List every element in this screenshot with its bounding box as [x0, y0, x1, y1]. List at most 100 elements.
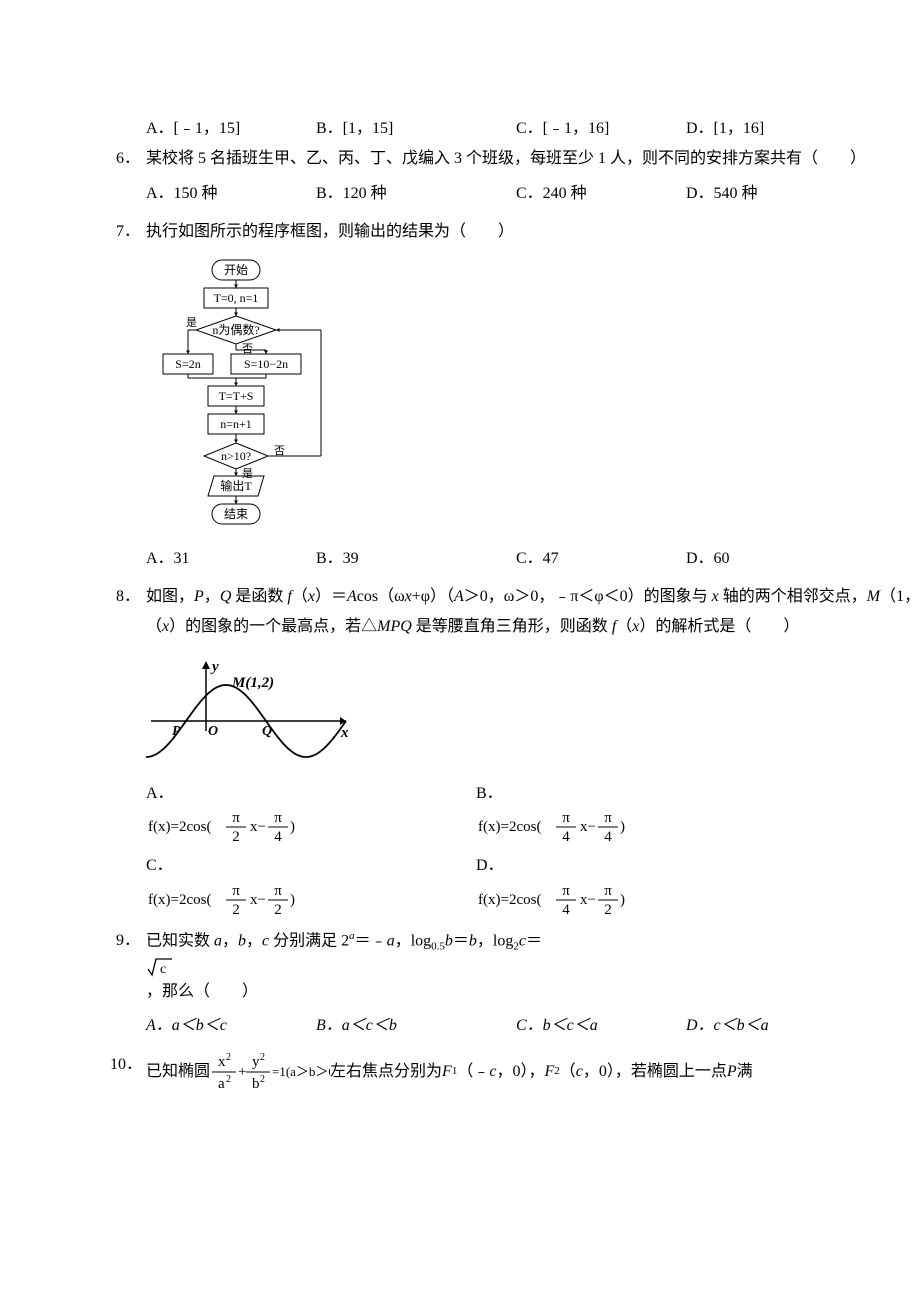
svg-text:2: 2 [226, 1052, 231, 1063]
svg-text:π: π [232, 810, 240, 826]
svg-text:P: P [172, 724, 181, 739]
svg-text:4: 4 [604, 829, 612, 845]
q9-choice-d: D．c＜b＜a [686, 1011, 846, 1041]
svg-text:输出T: 输出T [220, 478, 252, 493]
q8-pl: +φ）（ [412, 588, 454, 605]
svg-text:T=T+S: T=T+S [219, 389, 254, 403]
svg-text:开始: 开始 [224, 263, 248, 277]
q7-text: 执行如图所示的程序框图，则输出的结果为（ ） [146, 217, 920, 247]
q7: 7． 执行如图所示的程序框图，则输出的结果为（ ） 开始T=0, n=1n为偶数… [110, 217, 920, 574]
svg-text:4: 4 [562, 902, 570, 918]
svg-text:M(1,2): M(1,2) [231, 675, 274, 691]
svg-text:结束: 结束 [224, 507, 248, 521]
q10-t4: ，0）， [496, 1057, 544, 1087]
q10-p: P [727, 1057, 737, 1087]
svg-text:n=n+1: n=n+1 [220, 417, 252, 431]
q8-t11: （ [616, 618, 632, 635]
q8-number: 8． [110, 582, 146, 612]
q9-t6: ，log [395, 932, 431, 949]
q8-t1: 如图， [146, 588, 194, 605]
q8-a: A [347, 588, 357, 605]
q8-t10: 是等腰直角三角形，则函数 [412, 618, 612, 635]
q9-eq: ＝ [453, 932, 469, 949]
svg-text:x−: x− [250, 819, 266, 835]
svg-text:是: 是 [186, 316, 197, 329]
svg-text:否: 否 [242, 343, 253, 355]
svg-text:): ) [290, 819, 295, 835]
q8-choice-a: A．f(x)=2cos(π2x−π4) [146, 779, 476, 845]
q8-choice-d: D．f(x)=2cos(π4x−π2) [476, 851, 806, 917]
q8: 8． 如图，P，Q 是函数 f（x）＝Acos（ωx+φ）（A＞0，ω＞0，﹣π… [110, 582, 920, 918]
q10-f1: F [442, 1057, 452, 1087]
svg-text:Q: Q [262, 724, 272, 739]
q10-t7: 满 [737, 1057, 753, 1087]
q10-text: 已知椭圆 x2a2+y2b2=1(a＞b＞0) 左右焦点分别为 F1 （﹣c，0… [146, 1050, 920, 1094]
q8-t9: ）的图象的一个最高点，若△ [169, 618, 377, 635]
q9-t5: ＝﹣ [355, 932, 387, 949]
q9-eq2: ＝ [526, 932, 542, 949]
q8-a2: A [454, 588, 464, 605]
q8-cos: cos（ω [357, 588, 405, 605]
svg-text:2: 2 [260, 1074, 265, 1085]
q8-text: 如图，P，Q 是函数 f（x）＝Acos（ωx+φ）（A＞0，ω＞0，﹣π＜φ＜… [146, 582, 920, 643]
q7-choice-a: A．31 [146, 544, 316, 574]
svg-text:π: π [562, 883, 570, 899]
svg-text:x−: x− [580, 892, 596, 908]
q9-number: 9． [110, 926, 146, 956]
q9-a2: a [387, 932, 395, 949]
q8-t4: （ [292, 588, 308, 605]
q10-f2: F [544, 1057, 554, 1087]
q9-a: a [214, 932, 222, 949]
svg-text:2: 2 [232, 829, 240, 845]
svg-text:2: 2 [604, 902, 612, 918]
q8-t5: ）＝ [315, 588, 347, 605]
svg-text:x−: x− [250, 892, 266, 908]
q8-t8: （ [146, 618, 162, 635]
q6-choice-c: C．240 种 [516, 179, 686, 209]
q5-choices: A．[﹣1，15] B．[1，15] C．[﹣1，16] D．[1，16] [110, 114, 920, 144]
q10-t6: ，0），若椭圆上一点 [583, 1057, 727, 1087]
q5-choice-a: A．[﹣1，15] [146, 114, 316, 144]
q9-t8: ，那么（ ） [146, 983, 258, 1000]
q8-t2: ， [204, 588, 220, 605]
q10-t1: 已知椭圆 [146, 1057, 210, 1087]
q7-choice-d: D．60 [686, 544, 846, 574]
q9-choice-a: A．a＜b＜c [146, 1011, 316, 1041]
q10-t2: 左右焦点分别为 [330, 1057, 442, 1087]
svg-text:2: 2 [274, 902, 282, 918]
q8-choices: A．f(x)=2cos(π2x−π4) B．f(x)=2cos(π4x−π4) … [110, 779, 920, 918]
svg-text:f(x)=2cos(: f(x)=2cos( [478, 819, 541, 835]
q9-t4: 分别满足 2 [269, 932, 349, 949]
q9-choice-b: B．a＜c＜b [316, 1011, 516, 1041]
q8-mpq: MPQ [377, 618, 412, 635]
q6: 6． 某校将 5 名插班生甲、乙、丙、丁、戊编入 3 个班级，每班至少 1 人，… [110, 144, 920, 209]
q6-choice-a: A．150 种 [146, 179, 316, 209]
q8-x: x [308, 588, 315, 605]
q6-choice-d: D．540 种 [686, 179, 846, 209]
q9-b2: b [445, 932, 453, 949]
q8d-pre: D． [476, 857, 504, 874]
q8-xp: x [405, 588, 412, 605]
q10-number: 10． [110, 1050, 146, 1080]
q8-t6: 轴的两个相邻交点， [719, 588, 867, 605]
svg-text:): ) [620, 819, 625, 835]
svg-text:f(x)=2cos(: f(x)=2cos( [148, 819, 211, 835]
q10-c2: c [576, 1057, 583, 1087]
q6-choice-b: B．120 种 [316, 179, 516, 209]
svg-text:): ) [620, 892, 625, 908]
q9-text: 已知实数 a，b，c 分别满足 2a＝﹣a，log0.5b＝b，log2c＝c，… [146, 926, 920, 1008]
q9-b3: b [469, 932, 477, 949]
svg-text:b: b [252, 1076, 260, 1092]
svg-text:y: y [252, 1054, 260, 1070]
q9-c2: c [519, 932, 526, 949]
svg-text:π: π [274, 810, 282, 826]
q7-flowchart: 开始T=0, n=1n为偶数?S=2nS=10−2nT=T+Sn=n+1n>10… [110, 256, 920, 536]
svg-text:T=0, n=1: T=0, n=1 [214, 291, 259, 305]
q8a-pre: A． [146, 785, 174, 802]
svg-text:): ) [290, 892, 295, 908]
svg-text:y: y [210, 659, 219, 675]
svg-text:f(x)=2cos(: f(x)=2cos( [148, 892, 211, 908]
q9-s05: 0.5 [431, 940, 445, 952]
q6-number: 6． [110, 144, 146, 174]
q10: 10． 已知椭圆 x2a2+y2b2=1(a＞b＞0) 左右焦点分别为 F1 （… [110, 1050, 920, 1094]
